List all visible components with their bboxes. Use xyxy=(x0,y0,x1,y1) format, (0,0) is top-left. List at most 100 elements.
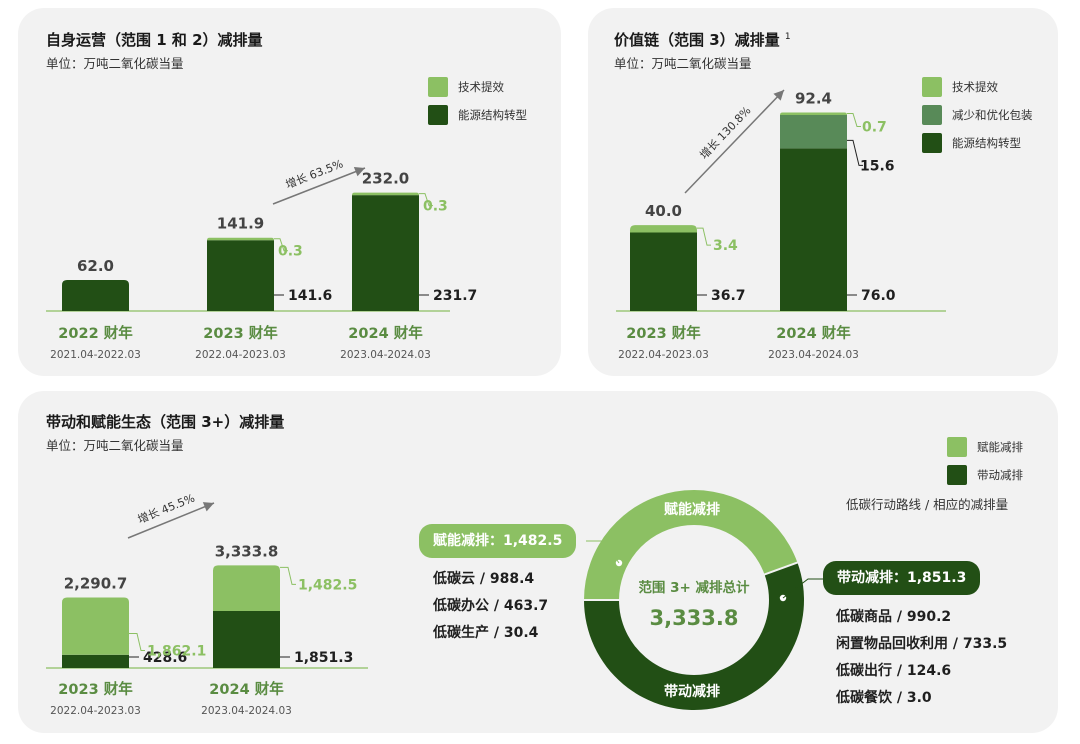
bar-segment xyxy=(780,112,847,115)
value-leader xyxy=(419,193,433,207)
footnote-marker: 1 xyxy=(784,32,791,42)
period-label: 2023.04-2024.03 xyxy=(201,705,292,717)
growth-arrow-line xyxy=(127,502,215,539)
legend-label: 能源结构转型 xyxy=(952,136,1021,150)
unit-label: 单位：万吨二氧化碳当量 xyxy=(614,56,752,71)
bar-total-label: 40.0 xyxy=(645,202,682,220)
legend-item: 能源结构转型 xyxy=(428,101,527,129)
category-label: 2024 财年 xyxy=(776,324,851,342)
legend-label: 技术提效 xyxy=(458,80,504,94)
bar-segment xyxy=(352,195,419,311)
panel-title-text: 价值链（范围 3）减排量 xyxy=(614,31,780,49)
segment-label-light: 0.3 xyxy=(423,199,448,215)
legend-label: 技术提效 xyxy=(952,80,998,94)
legend-label: 赋能减排 xyxy=(977,440,1023,454)
category-label: 2022 财年 xyxy=(58,324,133,342)
segment-label-light: 0.7 xyxy=(862,119,887,135)
drive-list-item: 闲置物品回收利用 / 733.5 xyxy=(836,636,1008,652)
growth-arrow-line xyxy=(272,167,366,205)
bar-total-label: 141.9 xyxy=(217,215,264,233)
donut-label-enable: 赋能减排 xyxy=(664,501,720,518)
route-note: 低碳行动路线 / 相应的减排量 xyxy=(846,497,1009,512)
value-leader xyxy=(847,139,863,166)
donut-leader-enable xyxy=(586,540,620,564)
segment-label-light: 1,862.1 xyxy=(147,643,206,659)
legend-label: 能源结构转型 xyxy=(458,108,527,122)
bar-segment xyxy=(213,565,280,611)
bar-segment xyxy=(630,232,697,311)
panel-scope-3: 价值链（范围 3）减排量 1 单位：万吨二氧化碳当量 技术提效 减少和优化包装 … xyxy=(588,8,1058,376)
donut-center-title: 范围 3+ 减排总计 xyxy=(638,579,750,596)
chart-scope-1-2: 62.0 2022 财年 2021.04-2022.03 141.9 2023 财年 20… xyxy=(46,156,477,361)
value-leader xyxy=(847,112,861,127)
donut-label-drive: 带动减排 xyxy=(664,683,720,700)
legend-label: 带动减排 xyxy=(977,468,1023,482)
unit-label: 单位：万吨二氧化碳当量 xyxy=(46,438,184,453)
bar-segment xyxy=(213,610,280,668)
enable-list-item: 低碳云 / 988.4 xyxy=(433,571,535,587)
category-label: 2024 财年 xyxy=(209,680,284,698)
legend-label: 减少和优化包装 xyxy=(952,108,1033,122)
legend-item: 带动减排 xyxy=(947,461,1023,489)
value-leader xyxy=(274,238,288,252)
growth-arrow-head xyxy=(353,166,365,177)
donut-center-value: 3,333.8 xyxy=(649,606,738,630)
legend: 技术提效 能源结构转型 xyxy=(428,73,527,129)
growth-label: 增长 130.8% xyxy=(697,103,754,161)
donut-leader-drive xyxy=(782,578,823,599)
category-label: 2023 财年 xyxy=(58,680,133,698)
value-leader xyxy=(697,227,711,246)
bar-segment xyxy=(207,237,274,241)
panel-title: 带动和赋能生态（范围 3+）减排量 xyxy=(46,413,285,431)
legend-swatch xyxy=(947,437,967,457)
bar-segment xyxy=(780,148,847,311)
panel-title: 价值链（范围 3）减排量 1 xyxy=(614,29,791,50)
period-label: 2021.04-2022.03 xyxy=(50,349,141,361)
enable-pill: 赋能减排：1,482.5 xyxy=(419,524,577,558)
legend-swatch xyxy=(428,105,448,125)
legend-item: 能源结构转型 xyxy=(922,129,1033,157)
drive-pill: 带动减排：1,851.3 xyxy=(823,561,981,595)
segment-label-dark: 36.7 xyxy=(711,288,746,304)
segment-label-dark: 141.6 xyxy=(288,288,332,304)
bar-total-label: 232.0 xyxy=(362,170,409,188)
legend-swatch xyxy=(922,105,942,125)
growth-label: 增长 63.5% xyxy=(284,156,345,191)
donut-separator xyxy=(763,561,799,576)
enable-list: 低碳云 / 988.4 低碳办公 / 463.7 低碳生产 / 30.4 xyxy=(433,566,548,647)
drive-list: 低碳商品 / 990.2 闲置物品回收利用 / 733.5 低碳出行 / 124… xyxy=(836,604,1007,712)
legend-swatch xyxy=(922,77,942,97)
value-leader xyxy=(129,632,145,651)
panel-title: 自身运营（范围 1 和 2）减排量 xyxy=(46,31,263,49)
category-label: 2023 财年 xyxy=(626,324,701,342)
period-label: 2023.04-2024.03 xyxy=(768,349,859,361)
growth-arrow-line xyxy=(684,89,785,194)
category-label: 2024 财年 xyxy=(348,324,423,342)
segment-label-mid: 15.6 xyxy=(860,158,895,174)
segment-label-dark: 76.0 xyxy=(861,288,896,304)
chart-scope-3: 40.0 2023 财年 2022.04-2023.03 36.7 3.4 92.4 202… xyxy=(616,89,946,361)
legend-swatch xyxy=(428,77,448,97)
period-label: 2022.04-2023.03 xyxy=(50,705,141,717)
period-label: 2023.04-2024.03 xyxy=(340,349,431,361)
bar-segment xyxy=(207,240,274,311)
growth-label: 增长 45.5% xyxy=(135,491,196,527)
drive-list-item: 低碳商品 / 990.2 xyxy=(836,609,952,625)
growth-arrow-head xyxy=(773,90,784,101)
segment-label-dark: 231.7 xyxy=(433,288,477,304)
legend: 技术提效 减少和优化包装 能源结构转型 xyxy=(922,73,1033,157)
segment-label-light: 1,482.5 xyxy=(298,577,357,593)
bar-total-label: 3,333.8 xyxy=(215,542,279,560)
segment-label-dark: 1,851.3 xyxy=(294,650,353,666)
legend-swatch xyxy=(947,465,967,485)
segment-label-light: 3.4 xyxy=(713,238,738,254)
legend-item: 技术提效 xyxy=(428,73,527,101)
legend: 赋能减排 带动减排 xyxy=(947,433,1023,489)
segment-label-dark: 428.6 xyxy=(143,650,187,666)
bar-segment xyxy=(62,654,129,668)
growth-arrow-head xyxy=(202,502,214,512)
chart-scope-3-plus: 2,290.7 2023 财年 2022.04-2023.03 428.61,862.… xyxy=(46,490,823,717)
enable-list-item: 低碳生产 / 30.4 xyxy=(433,625,539,641)
donut-slice-enable xyxy=(584,490,798,600)
bar-total-label: 62.0 xyxy=(77,257,114,275)
